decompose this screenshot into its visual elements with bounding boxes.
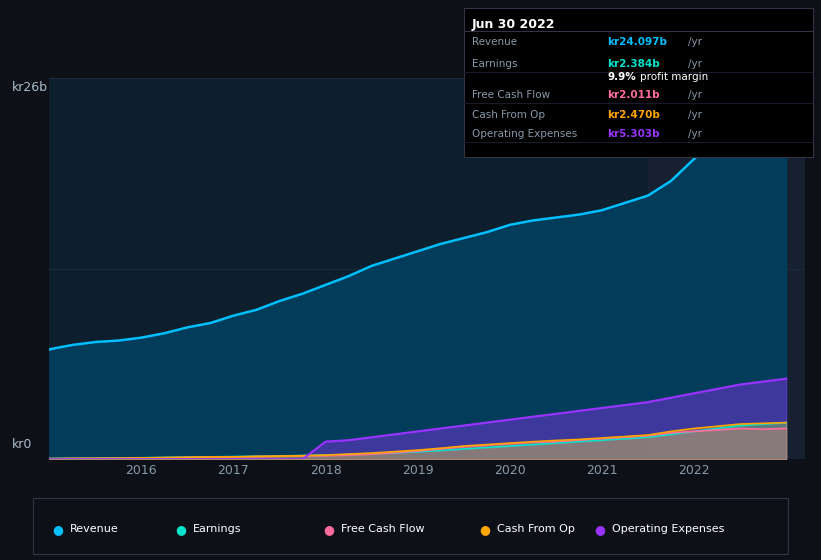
Text: ●: ●	[479, 522, 490, 536]
Text: Operating Expenses: Operating Expenses	[612, 524, 724, 534]
Text: Cash From Op: Cash From Op	[497, 524, 575, 534]
Text: Revenue: Revenue	[472, 37, 517, 47]
Text: /yr: /yr	[688, 59, 702, 69]
Text: Free Cash Flow: Free Cash Flow	[341, 524, 424, 534]
Text: ●: ●	[323, 522, 334, 536]
Text: Cash From Op: Cash From Op	[472, 110, 545, 120]
Bar	[648, 78, 805, 459]
Text: Revenue: Revenue	[70, 524, 118, 534]
Text: Jun 30 2022: Jun 30 2022	[472, 18, 556, 31]
Text: kr26b: kr26b	[12, 81, 48, 94]
Text: kr24.097b: kr24.097b	[608, 37, 667, 47]
Text: ●: ●	[594, 522, 605, 536]
Text: kr2.470b: kr2.470b	[608, 110, 660, 120]
Text: Earnings: Earnings	[472, 59, 517, 69]
Text: kr2.011b: kr2.011b	[608, 90, 660, 100]
Text: Free Cash Flow: Free Cash Flow	[472, 90, 550, 100]
Text: profit margin: profit margin	[640, 72, 709, 82]
Text: kr0: kr0	[12, 438, 33, 451]
Text: ●: ●	[52, 522, 63, 536]
Text: ●: ●	[175, 522, 186, 536]
Text: Earnings: Earnings	[193, 524, 241, 534]
Text: /yr: /yr	[688, 129, 702, 139]
Text: /yr: /yr	[688, 37, 702, 47]
Text: /yr: /yr	[688, 90, 702, 100]
Text: /yr: /yr	[688, 110, 702, 120]
Text: 9.9%: 9.9%	[608, 72, 636, 82]
Text: kr2.384b: kr2.384b	[608, 59, 660, 69]
Text: kr5.303b: kr5.303b	[608, 129, 660, 139]
Text: Operating Expenses: Operating Expenses	[472, 129, 577, 139]
